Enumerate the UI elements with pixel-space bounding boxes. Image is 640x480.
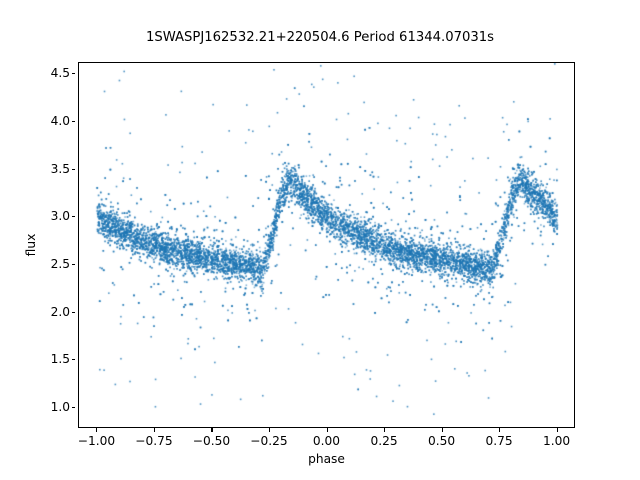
x-tick-mark xyxy=(96,428,98,432)
x-tick-mark xyxy=(268,428,271,432)
y-tick-mark xyxy=(71,73,75,75)
x-tick-label: 1.00 xyxy=(543,434,571,448)
y-tick-label: 1.0 xyxy=(50,400,70,415)
x-tick-label: 0.50 xyxy=(427,434,456,448)
y-tick-mark xyxy=(71,407,75,409)
y-tick-mark xyxy=(71,216,75,218)
y-tick-label: 1.5 xyxy=(50,352,70,367)
y-tick-label: 4.0 xyxy=(50,114,70,129)
y-tick-label: 4.5 xyxy=(50,66,70,81)
x-tick-mark xyxy=(211,428,213,432)
x-tick-mark xyxy=(326,428,328,432)
x-tick-label: 0.00 xyxy=(312,434,341,448)
x-tick-mark xyxy=(556,428,558,432)
y-tick-mark xyxy=(71,168,75,170)
page-title: 1SWASPJ162532.21+220504.6 Period 61344.0… xyxy=(145,30,495,45)
x-axis-label: phase xyxy=(308,452,345,466)
y-axis-tick-labels: 1.0 1.5 2.0 2.5 3.0 3.5 4.0 4.5 xyxy=(0,0,70,480)
x-tick-mark xyxy=(153,428,155,432)
y-axis-label: flux xyxy=(24,233,38,257)
x-tick-label: 0.75 xyxy=(485,434,513,448)
y-tick-mark xyxy=(71,264,75,266)
y-tick-label: 2.5 xyxy=(50,257,70,272)
y-tick-mark xyxy=(71,359,75,361)
y-tick-label: 3.0 xyxy=(50,209,70,224)
y-tick-mark xyxy=(71,121,75,123)
x-tick-label: −0.25 xyxy=(250,434,288,448)
scatter-plot-points xyxy=(79,63,574,427)
x-tick-mark xyxy=(499,428,501,432)
x-tick-mark xyxy=(384,428,386,432)
x-tick-label: −0.75 xyxy=(135,434,173,448)
y-tick-mark xyxy=(71,311,75,313)
y-tick-label: 3.5 xyxy=(50,161,70,176)
x-tick-label: −0.50 xyxy=(192,434,231,448)
x-tick-mark xyxy=(441,428,443,432)
y-tick-label: 2.0 xyxy=(50,304,70,319)
x-tick-label: −1.00 xyxy=(77,434,116,448)
x-tick-label: 0.25 xyxy=(370,434,398,448)
